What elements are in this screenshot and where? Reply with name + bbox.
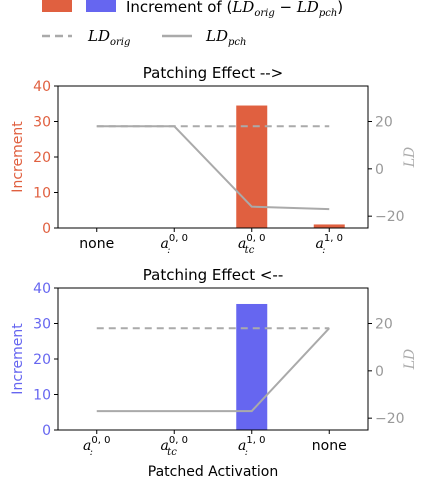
x-axis-label: Patched Activation [148, 464, 279, 480]
chart-title: Patching Effect <-- [143, 266, 284, 284]
y-tick-label-1: 10 [33, 388, 51, 404]
y2-tick-label-0: −20 [375, 209, 405, 225]
x-tick-label-0: none [79, 236, 114, 252]
y2-tick-label-2: 20 [375, 317, 393, 333]
x-tick-label-1: a0, 0 tc [161, 435, 188, 458]
y-tick-label-3: 30 [33, 317, 51, 333]
y2-tick-label-0: −20 [375, 411, 405, 427]
legend: Increment of (LDorig − LDpch) LDorig LDp… [42, 0, 343, 48]
x-tick-label-1: a0, 0: [161, 233, 188, 256]
y-tick-label-2: 20 [33, 352, 51, 368]
y2-tick-label-1: 0 [375, 162, 384, 178]
x-tick-label-2: a1, 0: [238, 435, 265, 458]
x-tick-label-0: a0, 0: [83, 435, 110, 458]
bar-2 [236, 303, 268, 430]
y-tick-label-3: 30 [33, 115, 51, 131]
legend-swatch-increment-orange [42, 0, 72, 12]
y2-tick-label-1: 0 [375, 364, 384, 380]
chart-patching-backward: Patching Effect <-- 0 10 20 30 40 −20 0 20 Increm… [10, 266, 418, 480]
y2-axis-label: LD [402, 349, 418, 371]
y-tick-label-4: 40 [33, 281, 51, 297]
y-tick-label-0: 0 [42, 221, 51, 237]
chart-title: Patching Effect --> [143, 64, 284, 82]
ld-pch-line [96, 125, 330, 211]
x-tick-label-3: none [312, 438, 347, 454]
y2-axis-label: LD [402, 147, 418, 169]
y-tick-label-2: 20 [33, 150, 51, 166]
x-tick-label-2: a0, 0 tc [238, 233, 265, 256]
bar-2 [236, 105, 268, 228]
bar-3 [313, 224, 345, 228]
y-tick-label-1: 10 [33, 186, 51, 202]
plot-frame [57, 85, 369, 229]
y-tick-label-0: 0 [42, 423, 51, 439]
legend-ld-orig-label: LDorig [87, 27, 130, 48]
plot-frame [57, 287, 369, 431]
legend-swatch-increment-blue [86, 0, 116, 12]
x-tick-label-3: a1, 0: [316, 233, 343, 256]
y2-tick-label-2: 20 [375, 115, 393, 131]
y-axis-label: Increment [10, 323, 26, 395]
ld-pch-line [96, 327, 330, 413]
y-axis-label: Increment [10, 121, 26, 193]
legend-ld-pch-label: LDpch [205, 27, 246, 48]
chart-patching-forward: Patching Effect --> 0 10 20 30 40 −20 0 20 Increm… [10, 64, 418, 256]
y-tick-label-4: 40 [33, 79, 51, 95]
legend-increment-label: Increment of (LDorig − LDpch) [126, 0, 343, 19]
